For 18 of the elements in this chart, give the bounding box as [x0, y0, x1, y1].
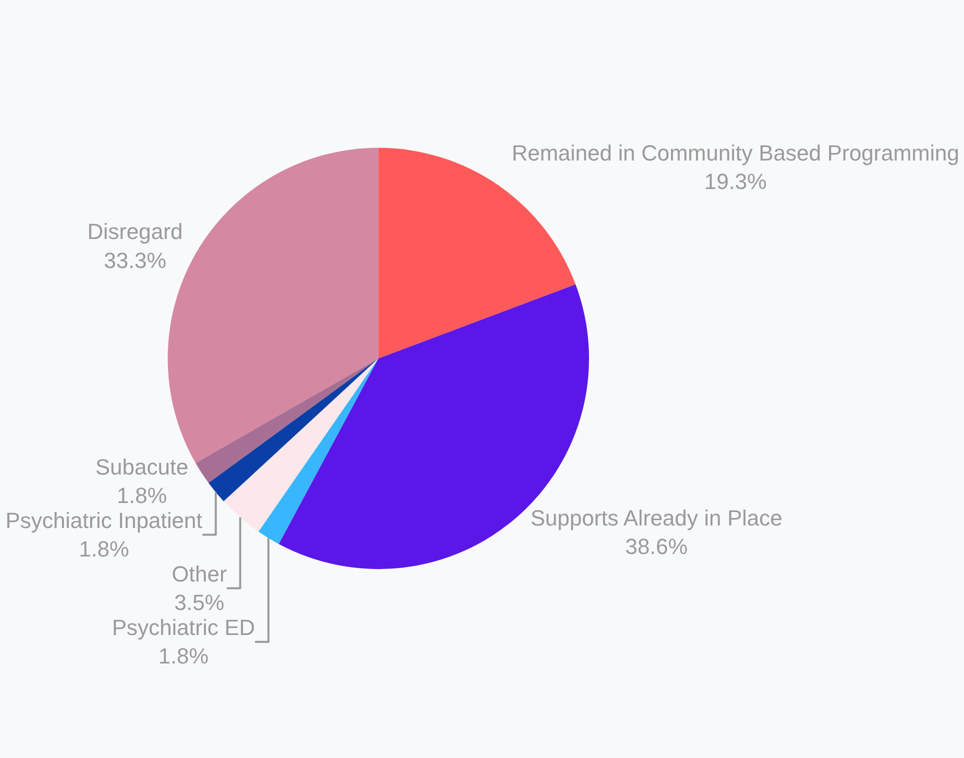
slice-label: Remained in Community Based Programming — [512, 140, 960, 166]
data-label: 38.6% — [625, 534, 688, 559]
slice-label: Disregard — [87, 219, 183, 244]
data-label: 1.8% — [116, 482, 167, 508]
slice-label: Other — [172, 561, 227, 586]
pie-slice — [258, 358, 378, 544]
slice-label: Psychiatric Inpatient — [6, 508, 202, 533]
pie-slice — [196, 358, 378, 483]
pie-slice — [208, 358, 378, 502]
data-label: 1.8% — [78, 536, 130, 562]
data-label: 33.3% — [104, 248, 166, 273]
slice-label: Subacute — [95, 454, 188, 480]
data-label: 1.8% — [158, 644, 209, 669]
data-label: 3.5% — [174, 590, 224, 616]
data-label: 19.3% — [704, 168, 767, 194]
slice-label: Psychiatric ED — [112, 615, 256, 640]
pie-slice — [224, 358, 378, 532]
slice-label: Supports Already in Place — [530, 505, 782, 530]
